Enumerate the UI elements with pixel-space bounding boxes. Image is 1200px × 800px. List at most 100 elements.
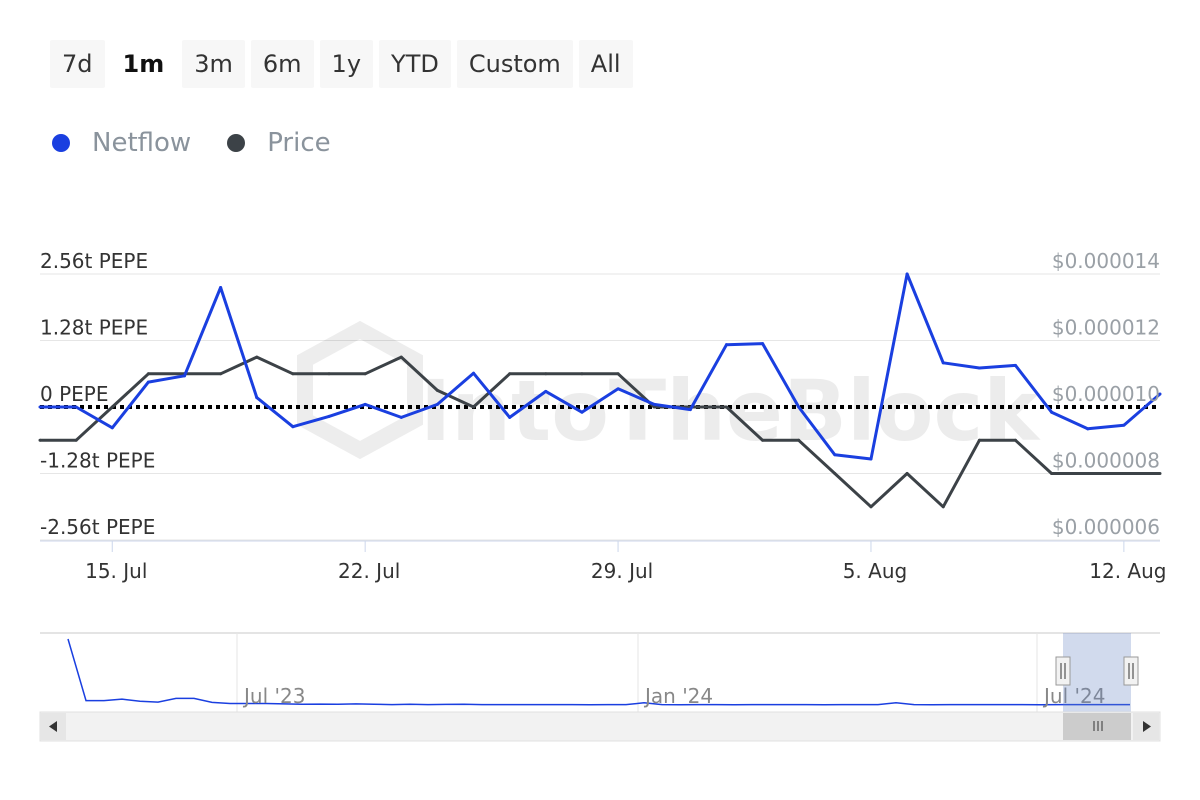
scrollbar-thumb[interactable] xyxy=(1063,713,1131,740)
navigator-label: Jul '23 xyxy=(242,684,305,708)
price-point xyxy=(544,372,548,376)
navigator-label: Jul '24 xyxy=(1042,684,1105,708)
netflow-point xyxy=(544,389,548,393)
price-point xyxy=(1122,472,1126,475)
price-point xyxy=(291,372,295,376)
watermark: IntoTheBlock xyxy=(297,320,1041,460)
arrow-left-icon xyxy=(49,721,57,732)
price-point xyxy=(905,472,909,475)
navigator[interactable]: Jul '23 Jan '24 Jul '24 xyxy=(39,632,1161,742)
x-tick-label: 15. Jul xyxy=(85,559,147,583)
price-point xyxy=(797,438,801,442)
legend-item-netflow[interactable]: Netflow xyxy=(52,128,191,158)
price-point xyxy=(472,405,476,409)
navigator-series-line xyxy=(67,638,1130,706)
series-layer xyxy=(38,272,1162,509)
price-point xyxy=(38,438,42,442)
navigator-selection[interactable] xyxy=(1063,633,1131,712)
legend-label-price: Price xyxy=(267,128,331,158)
y-right-tick-label: $0.000014 xyxy=(1052,249,1160,273)
y-left-tick-label: 2.56t PEPE xyxy=(40,249,148,273)
netflow-point xyxy=(399,415,403,419)
y-right-tick-label: $0.000012 xyxy=(1052,316,1160,340)
x-tick-label: 22. Jul xyxy=(338,559,400,583)
netflow-point xyxy=(905,272,909,276)
arrow-right-icon xyxy=(1143,721,1151,732)
netflow-point xyxy=(472,371,476,375)
netflow-point xyxy=(616,387,620,391)
price-point xyxy=(761,438,765,442)
range-1m-button[interactable]: 1m xyxy=(110,40,177,88)
netflow-point xyxy=(652,402,656,406)
price-point xyxy=(869,505,873,509)
netflow-point xyxy=(110,426,114,430)
x-tick-label: 5. Aug xyxy=(843,559,908,583)
price-point xyxy=(1158,472,1162,475)
netflow-point xyxy=(688,408,692,412)
range-1y-button[interactable]: 1y xyxy=(319,40,374,88)
price-point xyxy=(941,505,945,509)
range-3m-button[interactable]: 3m xyxy=(182,40,245,88)
netflow-point xyxy=(255,396,259,400)
axes-layer: 2.56t PEPE 1.28t PEPE 0 PEPE -1.28t PEPE -2.… xyxy=(40,249,1166,583)
chart-legend: Netflow Price xyxy=(52,128,331,158)
price-point xyxy=(977,438,981,442)
price-point xyxy=(580,372,584,376)
netflow-point xyxy=(1050,410,1054,414)
price-point xyxy=(616,372,620,376)
navigator-handle-left-icon[interactable] xyxy=(1055,656,1071,686)
price-point xyxy=(146,372,150,376)
netflow-point xyxy=(1158,392,1162,396)
netflow-point xyxy=(183,374,187,378)
range-all-button[interactable]: All xyxy=(578,40,633,88)
y-left-tick-label: -2.56t PEPE xyxy=(40,515,155,539)
scroll-left-button[interactable] xyxy=(40,713,66,740)
range-ytd-button[interactable]: YTD xyxy=(379,40,451,88)
legend-item-price[interactable]: Price xyxy=(227,128,331,158)
netflow-point xyxy=(219,286,223,290)
price-point xyxy=(724,405,728,409)
price-point xyxy=(435,388,439,392)
price-point xyxy=(74,438,78,442)
netflow-point xyxy=(977,366,981,370)
price-point xyxy=(833,472,837,475)
y-left-tick-label: 1.28t PEPE xyxy=(40,316,148,340)
legend-label-netflow: Netflow xyxy=(92,128,192,158)
legend-dot-netflow-icon xyxy=(52,134,70,152)
netflow-point xyxy=(1013,363,1017,367)
netflow-point xyxy=(435,402,439,406)
range-7d-button[interactable]: 7d xyxy=(50,40,105,88)
price-point xyxy=(652,405,656,409)
price-series-line[interactable] xyxy=(40,355,1160,509)
grid-lines xyxy=(40,273,1160,541)
price-point xyxy=(363,372,367,376)
scroll-right-button[interactable] xyxy=(1133,713,1159,740)
range-custom-button[interactable]: Custom xyxy=(456,40,573,88)
y-right-tick-label: $0.000006 xyxy=(1052,515,1160,539)
netflow-point xyxy=(327,414,331,418)
range-6m-button[interactable]: 6m xyxy=(250,40,314,88)
legend-dot-price-icon xyxy=(227,134,246,152)
price-point xyxy=(508,372,512,376)
netflow-series-line[interactable] xyxy=(40,272,1161,461)
y-right-tick-label: $0.000008 xyxy=(1052,449,1160,473)
netflow-point xyxy=(363,402,367,406)
y-left-tick-label: 0 PEPE xyxy=(40,382,108,406)
netflow-point xyxy=(833,453,837,457)
price-point xyxy=(327,372,331,376)
scrollbar-track[interactable] xyxy=(39,711,1161,742)
y-right-tick-label: $0.000010 xyxy=(1052,382,1160,406)
netflow-point xyxy=(1086,427,1090,431)
price-point xyxy=(1050,472,1054,475)
netflow-point xyxy=(291,425,295,429)
netflow-point xyxy=(797,405,801,409)
navigator-handle-right-icon[interactable] xyxy=(1123,656,1139,686)
netflow-point xyxy=(508,415,512,419)
netflow-point xyxy=(146,380,150,384)
netflow-point xyxy=(1122,423,1126,427)
x-tick-label: 12. Aug xyxy=(1089,559,1166,583)
y-left-tick-label: -1.28t PEPE xyxy=(40,449,155,473)
price-point xyxy=(1013,438,1017,442)
range-selector: 7d 1m 3m 6m 1y YTD Custom All xyxy=(50,40,633,88)
